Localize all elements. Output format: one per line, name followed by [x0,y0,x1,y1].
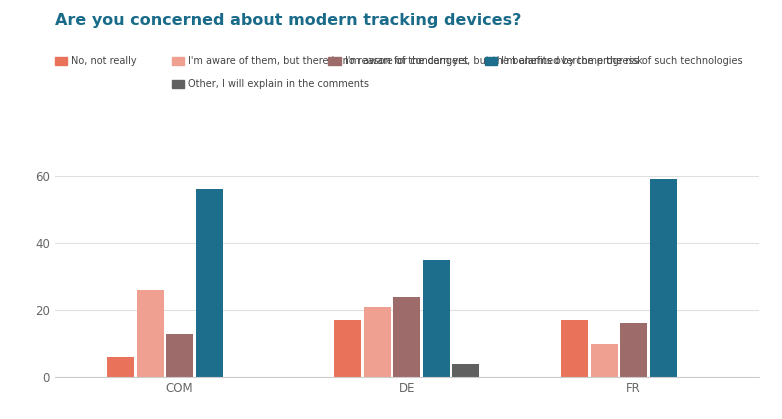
Bar [364,307,391,377]
Bar [196,189,223,377]
Bar [107,357,135,377]
Bar [561,320,588,377]
Text: I'm aware of the dangers, but the benefits overcome the risk: I'm aware of the dangers, but the benefi… [345,56,643,66]
Bar [590,344,618,377]
Text: Other, I will explain in the comments: Other, I will explain in the comments [188,79,369,89]
Text: I'm alarmed by the progress of such technologies: I'm alarmed by the progress of such tech… [501,56,743,66]
Bar [334,320,361,377]
Text: Are you concerned about modern tracking devices?: Are you concerned about modern tracking … [55,13,521,28]
Bar [650,179,676,377]
Bar [452,364,479,377]
Text: No, not really: No, not really [71,56,137,66]
Bar [393,297,420,377]
Bar [422,260,450,377]
Bar [137,290,163,377]
Bar [620,323,647,377]
Text: I'm aware of them, but there is no reason for concern yet: I'm aware of them, but there is no reaso… [188,56,468,66]
Bar [166,334,193,377]
